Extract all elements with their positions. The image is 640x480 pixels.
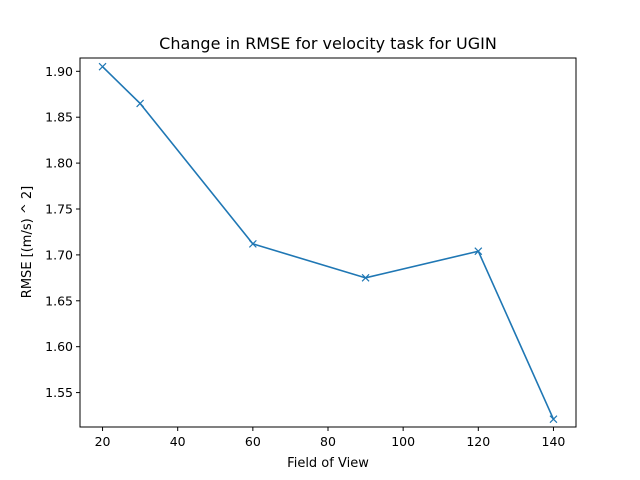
y-tick-label: 1.75	[45, 201, 73, 216]
plot-area	[80, 58, 576, 427]
y-tick-label: 1.70	[45, 247, 73, 262]
data-point-marker	[136, 99, 145, 108]
x-tick-label: 20	[95, 434, 111, 449]
x-tick-label: 120	[466, 434, 490, 449]
x-tick-label: 100	[391, 434, 415, 449]
y-tick-label: 1.80	[45, 156, 73, 171]
y-axis-label: RMSE [(m/s) ^ 2]	[20, 186, 35, 298]
plot-frame	[79, 57, 577, 428]
data-point-marker	[549, 415, 558, 424]
series-line	[101, 66, 555, 420]
series-layer	[98, 62, 558, 424]
data-point-marker	[474, 247, 483, 256]
y-tick-label: 1.85	[45, 110, 73, 125]
x-tick-label: 140	[542, 434, 566, 449]
y-tick-label: 1.65	[45, 293, 73, 308]
y-axis: 1.55 1.60 1.65 1.70 1.75 1.80 1.85 1.90	[45, 64, 80, 400]
y-tick-label: 1.90	[45, 64, 73, 79]
y-tick-label: 1.55	[45, 385, 73, 400]
data-point-marker	[361, 273, 370, 282]
x-tick-label: 80	[320, 434, 336, 449]
x-tick-label: 40	[170, 434, 186, 449]
chart-title: Change in RMSE for velocity task for UGI…	[159, 34, 497, 53]
data-point-marker	[248, 239, 257, 248]
y-tick-label: 1.60	[45, 339, 73, 354]
data-point-marker	[98, 62, 107, 71]
x-tick-label: 60	[245, 434, 261, 449]
x-axis: 20 40 60 80 100 120 140	[95, 427, 566, 449]
x-axis-label: Field of View	[287, 456, 369, 471]
